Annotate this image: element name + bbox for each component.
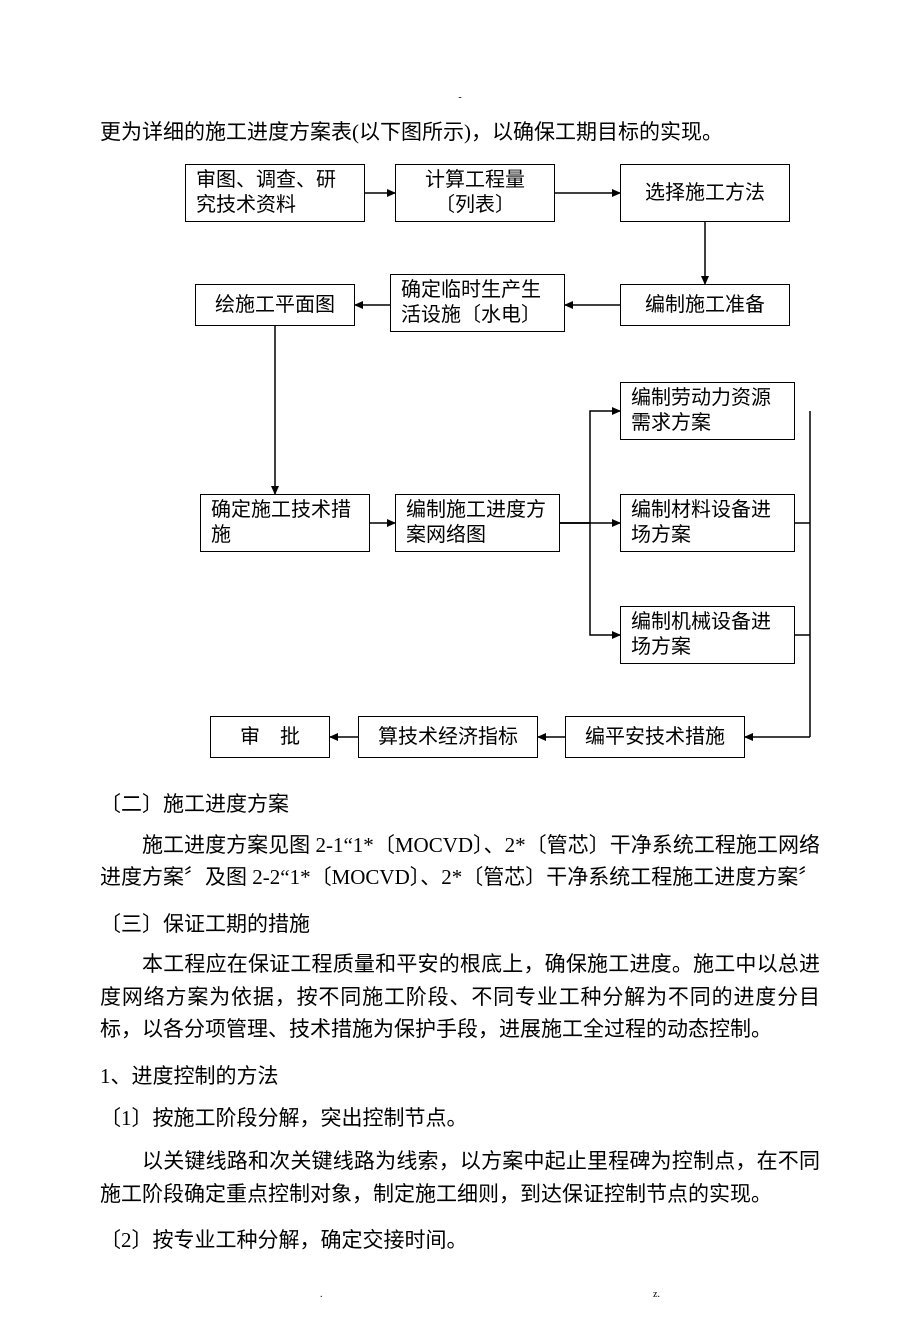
flow-edges <box>100 154 820 774</box>
sub-2-heading: 〔2〕按专业工种分解，确定交接时间。 <box>100 1224 820 1257</box>
top-dot: - <box>100 90 820 106</box>
footer-left: . <box>320 1287 323 1303</box>
flow-node-n5: 确定临时生产生活设施〔水电〕 <box>390 274 565 332</box>
flow-node-n4: 绘施工平面图 <box>195 284 355 326</box>
sub-1-body: 以关键线路和次关键线路为线索，以方案中起止里程碑为控制点，在不同施工阶段确定重点… <box>100 1145 820 1210</box>
flow-node-n11: 编制机械设备进场方案 <box>620 606 795 664</box>
flow-node-n7: 编制劳动力资源需求方案 <box>620 382 795 440</box>
flow-node-n6: 编制施工准备 <box>620 284 790 326</box>
flow-node-n10: 编制材料设备进场方案 <box>620 494 795 552</box>
flow-node-n9: 编制施工进度方案网络图 <box>395 494 560 552</box>
flow-node-n1: 审图、调查、研究技术资料 <box>185 164 365 222</box>
footer-right: z. <box>653 1287 660 1303</box>
section-3-heading: 〔三〕保证工期的措施 <box>100 908 820 941</box>
flow-node-n13: 算技术经济指标 <box>358 716 538 758</box>
flow-node-n14: 编平安技术措施 <box>565 716 745 758</box>
flowchart: 审图、调查、研究技术资料计算工程量〔列表〕 选择施工方法绘施工平面图确定临时生产生… <box>100 154 820 774</box>
flow-node-n2: 计算工程量〔列表〕 <box>395 164 555 222</box>
section-2-body: 施工进度方案见图 2-1“1*〔MOCVD〕、2*〔管芯〕干净系统工程施工网络进… <box>100 829 820 894</box>
sub-1-heading: 〔1〕按施工阶段分解，突出控制节点。 <box>100 1102 820 1135</box>
page-footer: . z. <box>100 1287 820 1303</box>
flow-node-n8: 确定施工技术措施 <box>200 494 370 552</box>
section-3-body: 本工程应在保证工程质量和平安的根底上，确保施工进度。施工中以总进度网络方案为依据… <box>100 948 820 1046</box>
flow-edge-9 <box>560 523 620 635</box>
flow-edge-8 <box>560 411 620 523</box>
section-2-heading: 〔二〕施工进度方案 <box>100 788 820 821</box>
item-1-heading: 1、进度控制的方法 <box>100 1060 820 1093</box>
flow-node-n12: 审 批 <box>210 716 330 758</box>
intro-text: 更为详细的施工进度方案表(以下图所示)，以确保工期目标的实现。 <box>100 116 820 149</box>
flow-node-n3: 选择施工方法 <box>620 164 790 222</box>
